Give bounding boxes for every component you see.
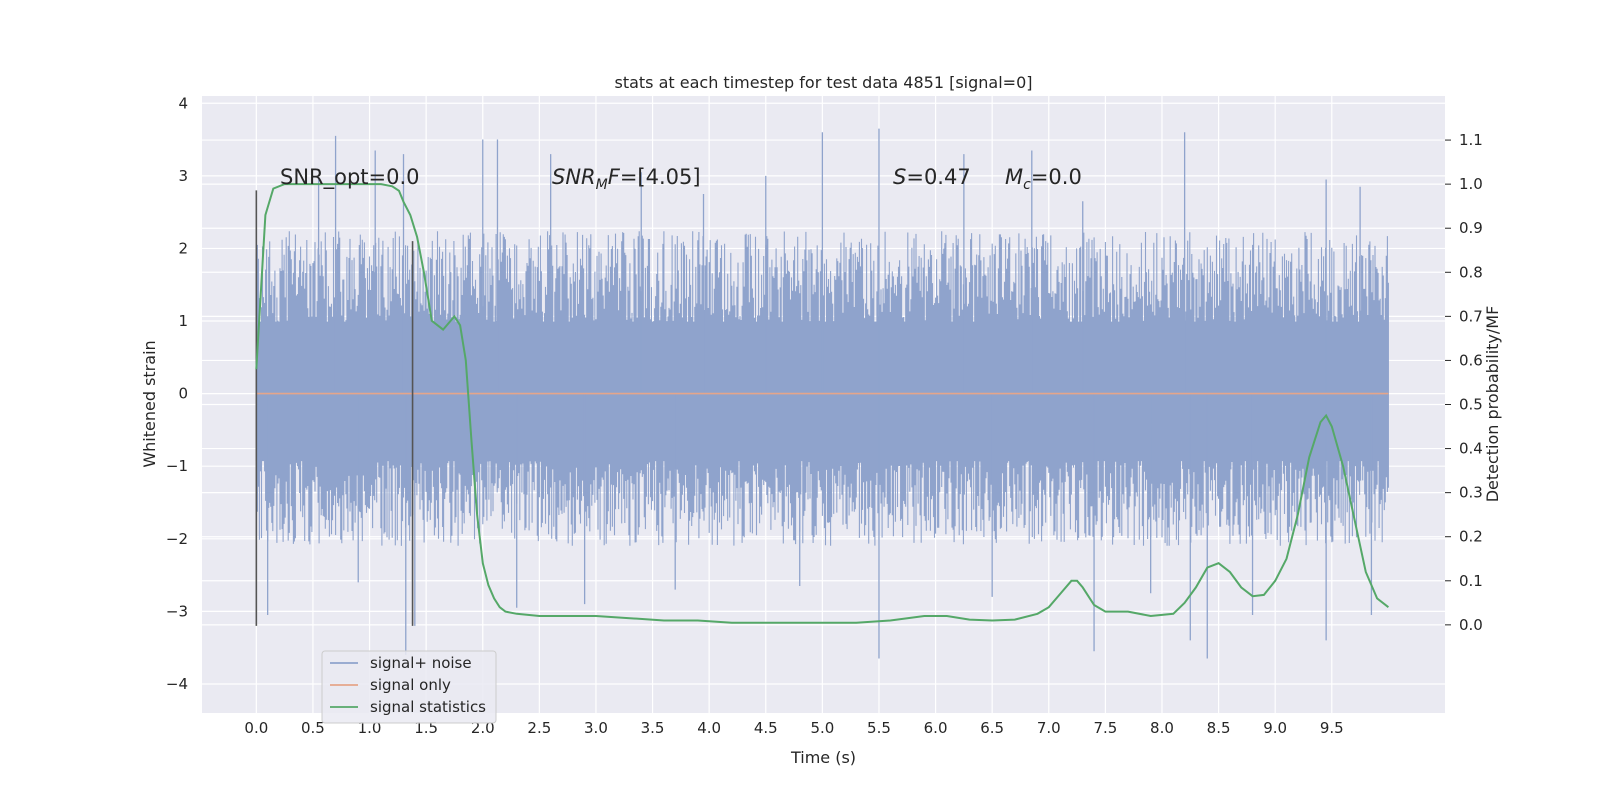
x-tick-label: 5.5 [867, 719, 891, 737]
x-tick-label: 7.5 [1093, 719, 1117, 737]
y2-tick-label: 1.1 [1459, 131, 1483, 149]
y-tick-label: 0 [178, 385, 188, 403]
chart-title: stats at each timestep for test data 485… [614, 73, 1032, 92]
legend-label-signal-noise: signal+ noise [370, 654, 472, 672]
y-tick-label: 4 [178, 94, 188, 112]
annotation-mc: Mc=0.0 [1005, 165, 1082, 193]
y-tick-label: −2 [166, 530, 188, 548]
x-axis-title: Time (s) [790, 748, 856, 767]
y-tick-label: −4 [166, 675, 188, 693]
y2-tick-label: 1.0 [1459, 175, 1483, 193]
y-tick-label: −1 [166, 457, 188, 475]
annotation-snr-mf: SNRMF=[4.05] [552, 165, 701, 193]
y2-tick-label: 0.2 [1459, 528, 1483, 546]
y2-tick-label: 0.9 [1459, 219, 1483, 237]
x-tick-label: 9.0 [1263, 719, 1287, 737]
y2-tick-label: 0.8 [1459, 263, 1483, 281]
y-tick-label: 1 [178, 312, 188, 330]
x-tick-label: 4.0 [697, 719, 721, 737]
y-axis-title: Whitened strain [140, 340, 159, 467]
plot-area [255, 128, 1390, 659]
y2-tick-label: 0.1 [1459, 572, 1483, 590]
legend: signal+ noise signal only signal statist… [321, 650, 497, 724]
annotations: SNR_opt=0.0 SNRMF=[4.05] S=0.47 Mc=0.0 [280, 165, 1082, 193]
y2-tick-label: 0.6 [1459, 351, 1483, 369]
y2-tick-label: 0.0 [1459, 616, 1483, 634]
x-tick-label: 8.5 [1207, 719, 1231, 737]
x-tick-label: 3.5 [641, 719, 665, 737]
y-tick-label: −3 [166, 602, 188, 620]
x-tick-label: 0.0 [244, 719, 268, 737]
y2-tick-label: 0.3 [1459, 484, 1483, 502]
annotation-snr-opt: SNR_opt=0.0 [280, 165, 420, 190]
x-tick-label: 9.5 [1320, 719, 1344, 737]
y-tick-label: 2 [178, 239, 188, 257]
x-tick-label: 2.5 [527, 719, 551, 737]
legend-label-signal-statistics: signal statistics [370, 698, 486, 716]
y2-axis-title: Detection probability/MF [1483, 306, 1502, 503]
y-tick-label: 3 [178, 167, 188, 185]
x-tick-label: 0.5 [301, 719, 325, 737]
y2-tick-label: 0.4 [1459, 440, 1483, 458]
x-tick-label: 8.0 [1150, 719, 1174, 737]
y2-tick-label: 0.5 [1459, 396, 1483, 414]
x-tick-label: 6.5 [980, 719, 1004, 737]
x-tick-label: 4.5 [754, 719, 778, 737]
legend-label-signal-only: signal only [370, 676, 451, 694]
x-tick-label: 7.0 [1037, 719, 1061, 737]
ticks: 0.0 0.5 1.0 1.5 2.0 2.5 3.0 3.5 4.0 4.5 5.0 5.5 6.0 6… [166, 94, 1483, 737]
x-tick-label: 3.0 [584, 719, 608, 737]
x-tick-label: 5.0 [810, 719, 834, 737]
y2-tick-label: 0.7 [1459, 307, 1483, 325]
x-tick-label: 6.0 [924, 719, 948, 737]
signal-statistics-line [255, 183, 1390, 624]
annotation-s: S=0.47 [893, 165, 971, 189]
legend-box [321, 650, 497, 724]
